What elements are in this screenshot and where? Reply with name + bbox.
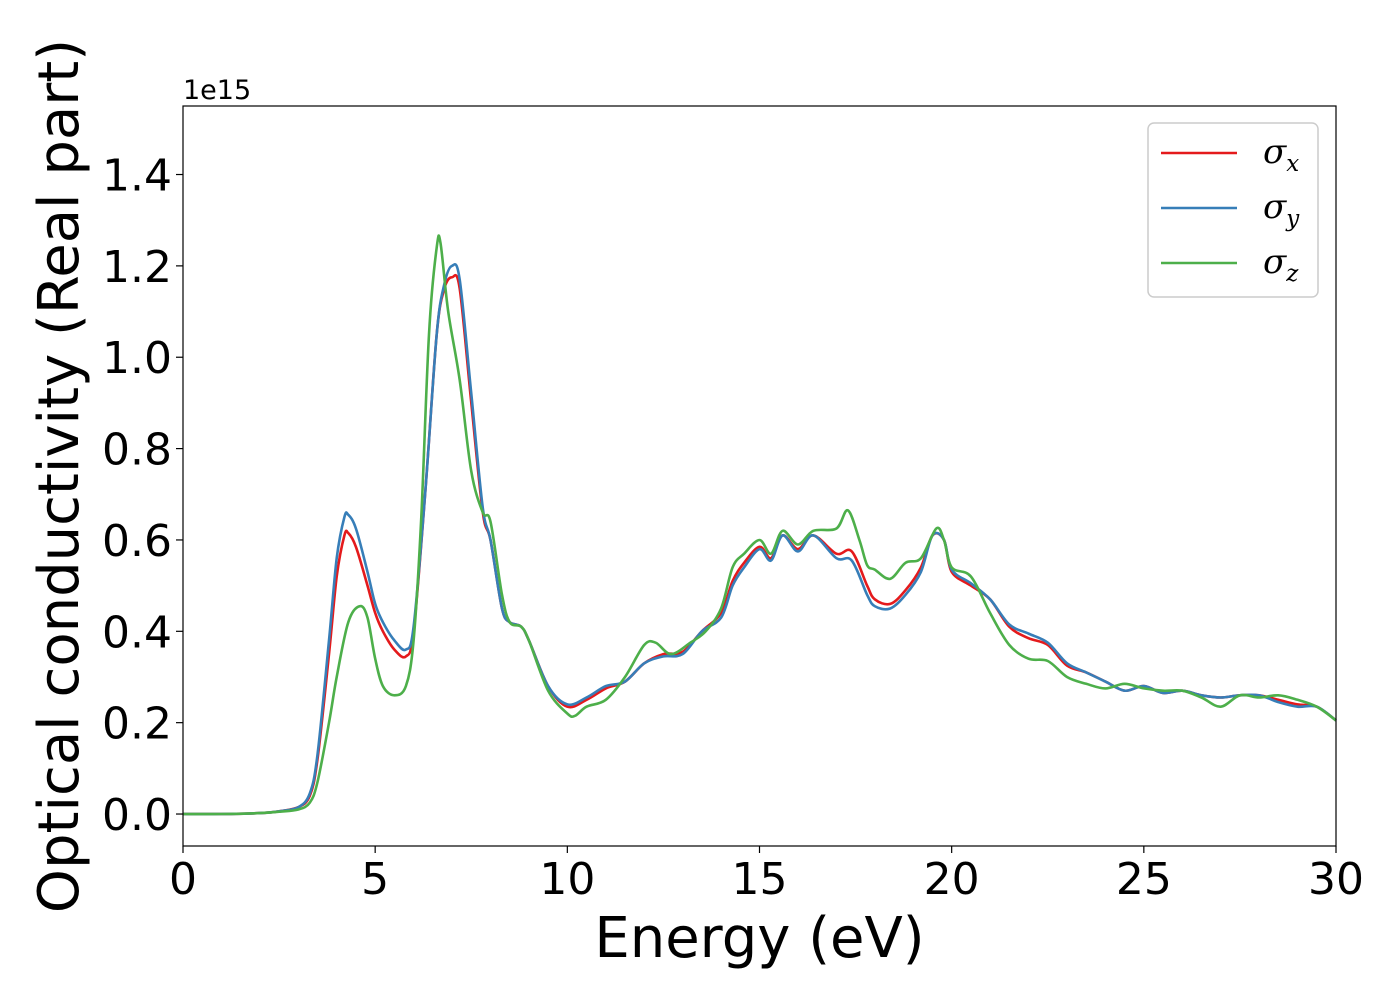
y-tick-label: 0.0 bbox=[102, 790, 172, 841]
x-tick-label: 15 bbox=[732, 854, 788, 905]
y-tick-label: 0.6 bbox=[102, 516, 172, 567]
x-axis-title: Energy (eV) bbox=[594, 906, 924, 971]
series-line-z bbox=[182, 234, 1337, 816]
series-layer bbox=[182, 234, 1337, 816]
y-tick-label: 0.8 bbox=[102, 425, 172, 476]
y-tick-label: 1.4 bbox=[102, 151, 172, 202]
y-offset-label: 1e15 bbox=[183, 75, 251, 106]
x-tick-label: 30 bbox=[1308, 854, 1364, 905]
series-line-y bbox=[182, 262, 1337, 816]
y-tick-label: 0.4 bbox=[102, 607, 172, 658]
x-tick-label: 0 bbox=[169, 854, 197, 905]
x-axis: 0 5 10 15 20 25 30 bbox=[169, 846, 1364, 905]
y-tick-label: 0.2 bbox=[102, 699, 172, 750]
y-axis-title: Optical conductivity (Real part) bbox=[27, 39, 92, 913]
y-tick-label: 1.0 bbox=[102, 333, 172, 384]
legend-box bbox=[1147, 122, 1319, 298]
x-tick-label: 20 bbox=[924, 854, 980, 905]
y-axis: 0.0 0.2 0.4 0.6 0.8 1.0 1.2 1.4 bbox=[102, 151, 183, 841]
x-tick-label: 5 bbox=[361, 854, 389, 905]
y-tick-label: 1.2 bbox=[102, 242, 172, 293]
x-tick-label: 10 bbox=[539, 854, 595, 905]
x-tick-label: 25 bbox=[1116, 854, 1172, 905]
